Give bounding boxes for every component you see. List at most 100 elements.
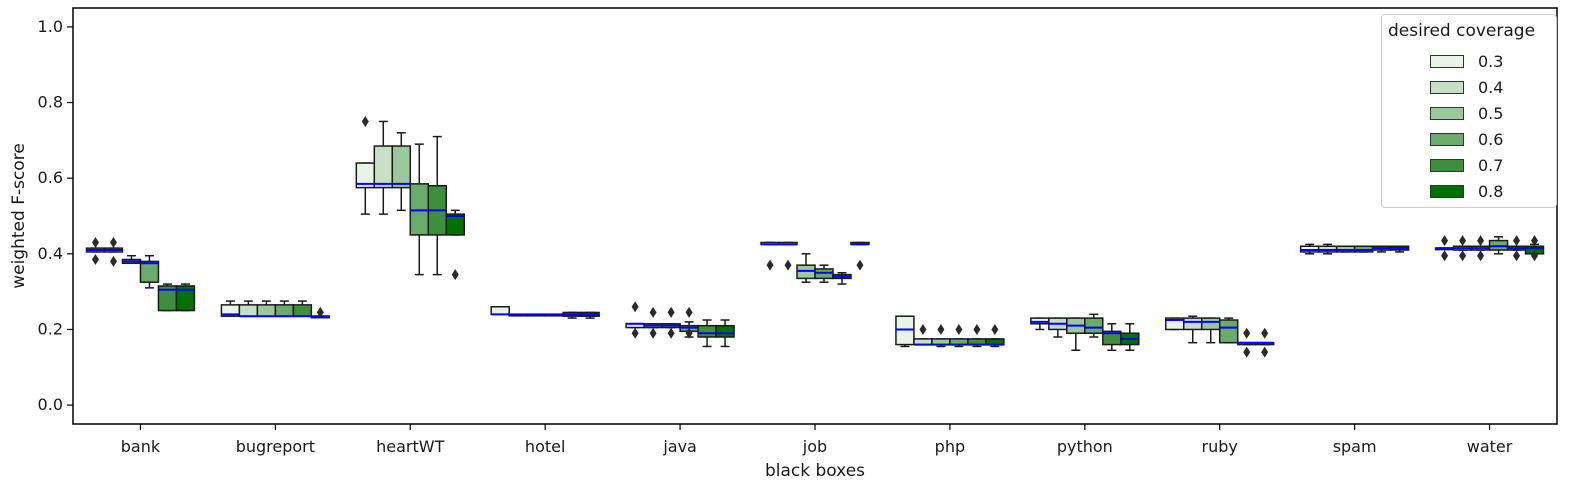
x-tick-label: python [1057, 437, 1113, 456]
box-ruby-0.3 [1165, 317, 1185, 331]
outlier-point [1531, 250, 1539, 262]
outlier-point [361, 115, 369, 127]
legend-swatch [1430, 184, 1464, 198]
y-axis-title: weighted F-score [9, 143, 29, 289]
box-job-0.4 [778, 241, 798, 271]
box-java-0.5 [661, 306, 681, 339]
outlier-point [1261, 346, 1269, 358]
box-body [1200, 317, 1221, 331]
x-tick-label: ruby [1202, 437, 1238, 456]
box-php-0.3 [895, 315, 915, 348]
box-ruby-0.4 [1183, 315, 1203, 344]
box-marks [85, 115, 1545, 358]
outlier-point [649, 327, 657, 339]
legend: desired coverage 0.3 0.4 0.5 0.6 0.7 0.8 [1381, 14, 1557, 208]
outlier-point [91, 253, 99, 265]
box-bank-0.3 [85, 236, 106, 265]
outlier-point [1513, 250, 1521, 262]
box-body [274, 304, 295, 317]
outlier-point [1441, 235, 1449, 247]
outlier-point [1243, 346, 1251, 358]
box-bugreport-0.5 [256, 300, 277, 318]
legend-item: 0.5 [1430, 103, 1503, 123]
box-bugreport-0.4 [238, 300, 259, 318]
legend-label: 0.4 [1478, 77, 1504, 97]
outlier-point [919, 323, 927, 335]
y-tick-label: 1.0 [38, 17, 63, 36]
y-tick-label: 0.2 [38, 319, 63, 338]
x-tick-label: bank [121, 437, 161, 456]
box-body [175, 285, 196, 312]
box-body [256, 304, 277, 317]
box-water-0.6 [1488, 236, 1509, 255]
outlier-point [649, 306, 657, 318]
legend-item: 0.6 [1430, 129, 1503, 149]
box-ruby-0.6 [1218, 317, 1239, 344]
box-php-0.6 [949, 323, 969, 348]
box-job-0.5 [796, 253, 816, 283]
box-python-0.6 [1084, 313, 1104, 338]
box-hotel-0.4 [508, 313, 528, 317]
box-bugreport-0.7 [292, 300, 313, 318]
outlier-point [316, 306, 324, 318]
outlier-point [1477, 235, 1485, 247]
box-body [292, 304, 313, 317]
outlier-point [109, 236, 117, 248]
x-axis-title: black boxes [765, 461, 865, 481]
legend-swatch [1430, 80, 1464, 94]
outlier-point [631, 301, 639, 313]
legend-title: desired coverage [1388, 21, 1536, 41]
outlier-point [109, 255, 117, 267]
box-spam-0.3 [1299, 243, 1320, 255]
outlier-point [91, 236, 99, 248]
box-java-0.4 [643, 306, 663, 339]
box-body [490, 306, 510, 316]
box-body [139, 260, 160, 283]
legend-swatch [1430, 54, 1464, 68]
legend-item: 0.4 [1430, 77, 1503, 97]
box-body [715, 324, 735, 338]
box-python-0.8 [1120, 323, 1140, 352]
outlier-point [937, 323, 945, 335]
box-body [1183, 317, 1203, 331]
box-php-0.4 [913, 323, 933, 346]
box-water-0.4 [1452, 235, 1473, 262]
box-heartWT-0.3 [355, 115, 376, 215]
outlier-point [1261, 327, 1269, 339]
y-tick-label: 0.6 [38, 168, 63, 187]
box-hotel-0.6 [544, 313, 564, 317]
box-body [1084, 317, 1104, 334]
box-heartWT-0.4 [373, 120, 394, 215]
box-spam-0.5 [1335, 245, 1356, 253]
legend-swatch [1430, 158, 1464, 172]
box-bank-0.4 [103, 236, 124, 267]
box-heartWT-0.8 [445, 209, 465, 281]
legend-item: 0.7 [1430, 155, 1503, 175]
outlier-point [1243, 327, 1251, 339]
legend-label: 0.6 [1478, 129, 1504, 149]
outlier-point [667, 327, 675, 339]
box-body [238, 304, 259, 317]
outlier-point [685, 306, 693, 318]
box-bugreport-0.8 [310, 306, 331, 319]
box-spam-0.8 [1389, 245, 1410, 253]
box-php-0.8 [985, 323, 1005, 348]
legend-label: 0.3 [1478, 51, 1504, 71]
box-job-0.8 [850, 241, 870, 271]
box-java-0.3 [625, 301, 645, 339]
outlier-point [766, 259, 774, 271]
outlier-point [685, 327, 693, 339]
y-tick-label: 0.8 [38, 93, 63, 112]
outlier-point [784, 259, 792, 271]
box-hotel-0.3 [490, 306, 510, 316]
outlier-point [973, 323, 981, 335]
x-tick-label: hotel [525, 437, 566, 456]
box-heartWT-0.5 [391, 132, 412, 212]
y-tick-label: 0.0 [38, 395, 63, 414]
outlier-point [1513, 235, 1521, 247]
x-tick-label: php [935, 437, 965, 456]
box-bank-0.8 [175, 283, 196, 312]
legend-item: 0.8 [1430, 181, 1503, 201]
outlier-point [1441, 250, 1449, 262]
